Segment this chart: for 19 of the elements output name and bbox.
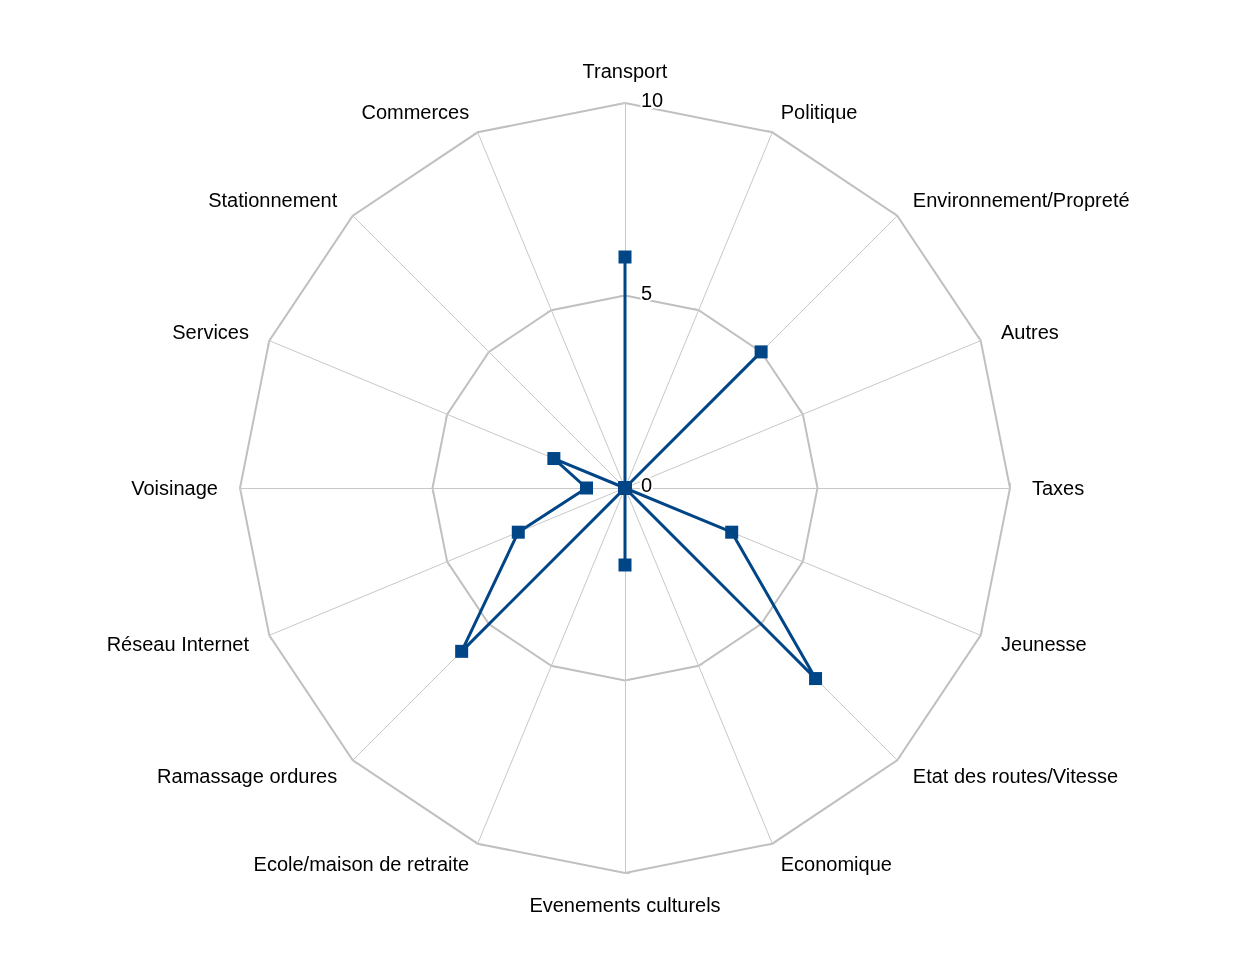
spoke-label: Commerces xyxy=(361,100,470,123)
spoke-label: Ramassage ordures xyxy=(157,764,338,787)
y-tick-label: 10 xyxy=(641,89,664,111)
spoke-label: Stationnement xyxy=(208,189,338,212)
spoke-label: Ecole/maison de retraite xyxy=(253,853,470,876)
spoke-label: Evenements culturels xyxy=(529,894,721,916)
y-tick-label: 0 xyxy=(641,474,653,496)
spoke-label: Services xyxy=(172,321,249,344)
spoke-label: Politique xyxy=(780,100,858,123)
y-tick-label: 5 xyxy=(641,281,653,304)
spoke-label: Transport xyxy=(582,60,668,82)
spoke-label: Jeunesse xyxy=(1001,632,1087,655)
spoke-label: Environnement/Propreté xyxy=(912,189,1130,212)
spoke-label: Réseau Internet xyxy=(106,632,250,655)
spoke-label: Taxes xyxy=(1032,477,1085,499)
spoke-label: Voisinage xyxy=(131,477,218,499)
spoke-label: Economique xyxy=(780,853,892,876)
spoke-label: Autres xyxy=(1001,321,1059,344)
spoke-label: Etat des routes/Vitesse xyxy=(912,764,1119,787)
